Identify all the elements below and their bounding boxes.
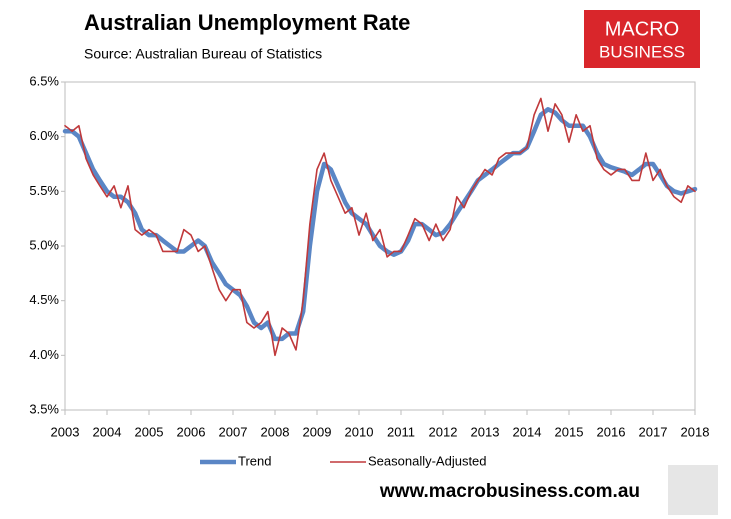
x-tick-label: 2003 bbox=[51, 424, 80, 439]
x-tick-label: 2008 bbox=[261, 424, 290, 439]
logo-text: BUSINESS bbox=[599, 42, 685, 61]
y-tick-label: 6.5% bbox=[29, 73, 59, 88]
y-tick-label: 5.5% bbox=[29, 183, 59, 198]
x-tick-label: 2015 bbox=[555, 424, 584, 439]
line-series bbox=[64, 97, 696, 357]
x-tick-label: 2004 bbox=[93, 424, 122, 439]
x-tick-label: 2006 bbox=[177, 424, 206, 439]
x-tick-label: 2010 bbox=[345, 424, 374, 439]
y-tick-label: 4.0% bbox=[29, 347, 59, 362]
logo-icon bbox=[668, 465, 718, 515]
chart-title: Australian Unemployment Rate bbox=[84, 10, 410, 35]
y-tick-label: 6.0% bbox=[29, 128, 59, 143]
x-tick-label: 2012 bbox=[429, 424, 458, 439]
x-tick-label: 2017 bbox=[639, 424, 668, 439]
x-tick-label: 2011 bbox=[387, 424, 415, 439]
x-tick-label: 2013 bbox=[471, 424, 500, 439]
y-tick-label: 5.0% bbox=[29, 237, 59, 252]
logo-box bbox=[584, 10, 700, 68]
x-tick-label: 2007 bbox=[219, 424, 248, 439]
legend-label: Trend bbox=[238, 453, 271, 468]
x-tick-label: 2016 bbox=[597, 424, 626, 439]
x-tick-label: 2018 bbox=[681, 424, 710, 439]
chart-subtitle: Source: Australian Bureau of Statistics bbox=[84, 46, 322, 62]
legend-label: Seasonally-Adjusted bbox=[368, 453, 487, 468]
logo-text: MACRO bbox=[605, 18, 679, 40]
x-tick-label: 2014 bbox=[513, 424, 542, 439]
footer: www.macrobusiness.com.au bbox=[379, 481, 640, 502]
y-tick-label: 4.5% bbox=[29, 292, 59, 307]
x-tick-label: 2009 bbox=[303, 424, 332, 439]
y-tick-label: 3.5% bbox=[29, 401, 59, 416]
x-tick-label: 2005 bbox=[135, 424, 164, 439]
line-series bbox=[62, 107, 698, 342]
